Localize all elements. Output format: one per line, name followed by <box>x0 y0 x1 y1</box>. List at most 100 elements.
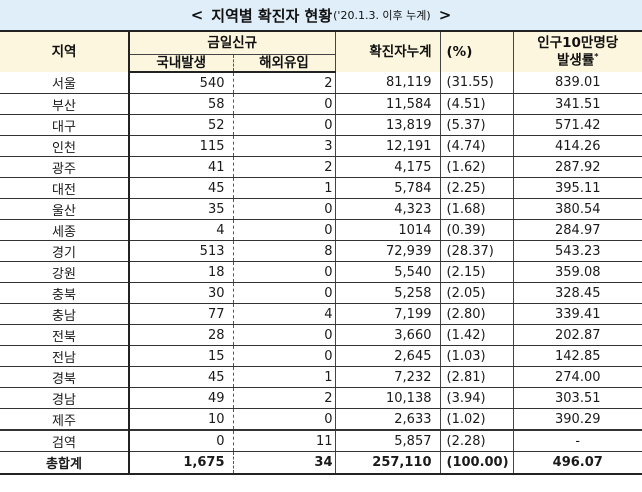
cell-region: 부산 <box>0 93 130 115</box>
cell-domestic: 18 <box>129 261 234 283</box>
cell-percent: (2.15) <box>440 261 514 283</box>
total-domestic: 1,675 <box>129 451 234 475</box>
cell-cumulative: 5,540 <box>335 261 441 283</box>
cell-overseas: 2 <box>233 156 336 178</box>
header-rate-line1: 인구10만명당 <box>537 35 619 52</box>
cell-region: 대전 <box>0 177 130 199</box>
table-row: 전북 28 0 3,660 (1.42) 202.87 <box>0 324 642 346</box>
cell-cumulative: 72,939 <box>335 240 441 262</box>
cell-domestic: 28 <box>129 324 234 346</box>
total-cumulative: 257,110 <box>335 451 441 475</box>
header-rate: 인구10만명당 발생률* <box>513 30 642 72</box>
cell-domestic: 30 <box>129 282 234 304</box>
cell-rate: 287.92 <box>513 156 642 178</box>
cell-region: 충북 <box>0 282 130 304</box>
cell-domestic: 115 <box>129 135 234 157</box>
cell-cumulative: 2,645 <box>335 345 441 367</box>
cell-cumulative: 2,633 <box>335 408 441 431</box>
cell-domestic: 35 <box>129 198 234 220</box>
cell-rate: 380.54 <box>513 198 642 220</box>
table-row: 충남 77 4 7,199 (2.80) 339.41 <box>0 303 642 325</box>
table-row: 대전 45 1 5,784 (2.25) 395.11 <box>0 177 642 199</box>
cell-region: 광주 <box>0 156 130 178</box>
cell-region: 경남 <box>0 387 130 409</box>
cell-percent: (5.37) <box>440 114 514 136</box>
cell-rate: 395.11 <box>513 177 642 199</box>
total-percent: (100.00) <box>440 451 514 475</box>
cell-overseas: 0 <box>233 282 336 304</box>
total-row: 총합계 1,675 34 257,110 (100.00) 496.07 <box>0 451 642 475</box>
table-row: 부산 58 0 11,584 (4.51) 341.51 <box>0 93 642 115</box>
cell-rate: 303.51 <box>513 387 642 409</box>
cell-rate: 328.45 <box>513 282 642 304</box>
table-row: 경기 513 8 72,939 (28.37) 543.23 <box>0 240 642 262</box>
title-right-bracket: > <box>438 6 452 24</box>
total-rate: 496.07 <box>513 451 642 475</box>
cell-region: 세종 <box>0 219 130 241</box>
cell-cumulative: 10,138 <box>335 387 441 409</box>
cell-overseas: 8 <box>233 240 336 262</box>
title-subtitle: ('20.1.3. 이후 누계) <box>333 9 431 22</box>
header-rate-line2: 발생률 <box>557 52 595 69</box>
cell-rate: 284.97 <box>513 219 642 241</box>
title-left-bracket: < <box>190 6 204 24</box>
cell-cumulative: 5,857 <box>335 429 441 452</box>
cell-cumulative: 7,232 <box>335 366 441 388</box>
cell-cumulative: 11,584 <box>335 93 441 115</box>
cell-overseas: 0 <box>233 345 336 367</box>
cell-domestic: 10 <box>129 408 234 431</box>
cell-region: 전남 <box>0 345 130 367</box>
cell-percent: (1.42) <box>440 324 514 346</box>
regional-cases-table: 지역 금일신규 확진자누계 (%) 인구10만명당 발생률* 국내발생 해외유입… <box>0 30 642 475</box>
cell-overseas: 2 <box>233 387 336 409</box>
cell-region: 검역 <box>0 429 130 452</box>
header-percent: (%) <box>440 30 514 72</box>
cell-rate: - <box>513 429 642 452</box>
cell-overseas: 11 <box>233 429 336 452</box>
table-title: < 지역별 확진자 현황 ('20.1.3. 이후 누계) > <box>0 0 642 30</box>
cell-domestic: 15 <box>129 345 234 367</box>
cell-region: 강원 <box>0 261 130 283</box>
cell-rate: 341.51 <box>513 93 642 115</box>
cell-cumulative: 4,323 <box>335 198 441 220</box>
cell-domestic: 77 <box>129 303 234 325</box>
table-row: 울산 35 0 4,323 (1.68) 380.54 <box>0 198 642 220</box>
cell-region: 경북 <box>0 366 130 388</box>
cell-rate: 339.41 <box>513 303 642 325</box>
header-domestic: 국내발생 <box>129 54 234 73</box>
table-row: 경남 49 2 10,138 (3.94) 303.51 <box>0 387 642 409</box>
cell-region: 전북 <box>0 324 130 346</box>
cell-domestic: 41 <box>129 156 234 178</box>
total-overseas: 34 <box>233 451 336 475</box>
cell-percent: (31.55) <box>440 72 514 94</box>
cell-region: 대구 <box>0 114 130 136</box>
cell-domestic: 45 <box>129 366 234 388</box>
cell-domestic: 513 <box>129 240 234 262</box>
cell-percent: (2.28) <box>440 429 514 452</box>
total-region: 총합계 <box>0 451 130 475</box>
cell-cumulative: 3,660 <box>335 324 441 346</box>
cell-percent: (3.94) <box>440 387 514 409</box>
table-row: 서울 540 2 81,119 (31.55) 839.01 <box>0 72 642 94</box>
header-overseas: 해외유입 <box>233 54 336 73</box>
header-cumulative: 확진자누계 <box>335 30 441 72</box>
cell-cumulative: 1014 <box>335 219 441 241</box>
cell-percent: (2.80) <box>440 303 514 325</box>
cell-region: 서울 <box>0 72 130 94</box>
cell-domestic: 4 <box>129 219 234 241</box>
table-row: 광주 41 2 4,175 (1.62) 287.92 <box>0 156 642 178</box>
cell-rate: 359.08 <box>513 261 642 283</box>
cell-domestic: 58 <box>129 93 234 115</box>
header-new-today: 금일신규 <box>129 30 336 55</box>
title-main: 지역별 확진자 현황 <box>211 6 333 25</box>
cell-overseas: 4 <box>233 303 336 325</box>
cell-region: 경기 <box>0 240 130 262</box>
table-row: 세종 4 0 1014 (0.39) 284.97 <box>0 219 642 241</box>
cell-overseas: 0 <box>233 114 336 136</box>
table-row: 제주 10 0 2,633 (1.02) 390.29 <box>0 408 642 431</box>
footnote-mark: * <box>594 52 599 62</box>
header-region: 지역 <box>0 30 130 72</box>
cell-cumulative: 4,175 <box>335 156 441 178</box>
cell-percent: (0.39) <box>440 219 514 241</box>
table-row: 충북 30 0 5,258 (2.05) 328.45 <box>0 282 642 304</box>
